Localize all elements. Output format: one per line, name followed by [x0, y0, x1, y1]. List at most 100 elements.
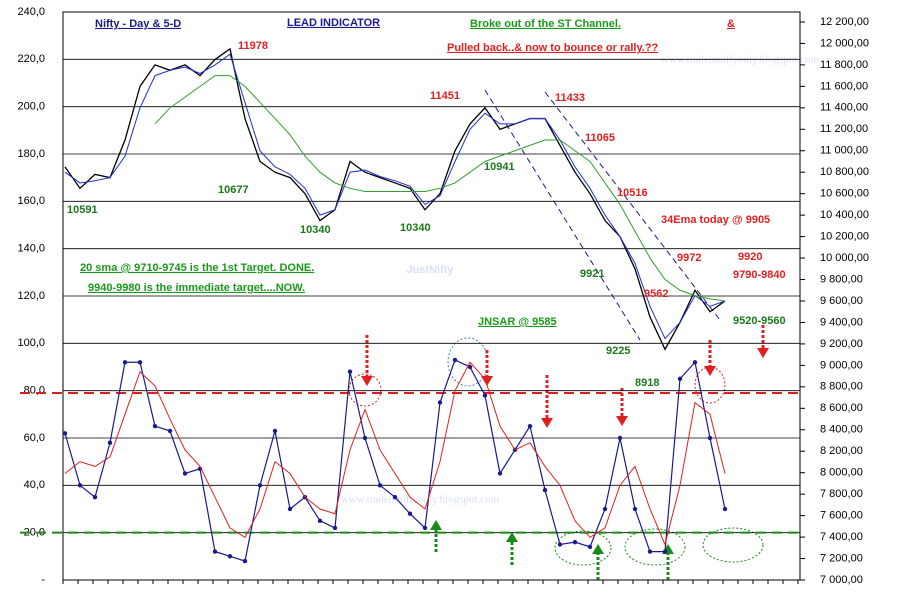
point	[527, 423, 533, 429]
arrows	[361, 325, 769, 428]
annotation: 11065	[585, 132, 615, 144]
annotation: 9940-9980 is the immediate target....NOW…	[88, 282, 305, 294]
annotation: Broke out of the ST Channel.	[470, 18, 621, 30]
y-tick-label: 40,0	[24, 479, 45, 491]
annotation: Pulled back..& now to bounce or rally.??	[447, 42, 659, 54]
y2-tick-label: 12 000,00	[820, 37, 869, 49]
series-line	[64, 53, 726, 340]
point	[107, 440, 113, 445]
point	[407, 511, 413, 516]
point	[602, 506, 608, 512]
annotation: 8918	[635, 377, 659, 389]
y2-tick-label: 7 000,00	[820, 574, 863, 586]
y2-tick-label: 11 000,00	[820, 145, 868, 157]
annotation: 11451	[430, 90, 460, 102]
y2-tick-label: 7 200,00	[820, 552, 863, 564]
y2-tick-label: 10 400,00	[820, 209, 869, 221]
y-tick-label: 240,0	[17, 6, 45, 18]
annotation: 10677	[218, 184, 249, 196]
point	[497, 471, 503, 476]
point	[287, 506, 293, 512]
y2-tick-label: 7 800,00	[820, 488, 863, 500]
y2-tick-label: 9 800,00	[820, 273, 863, 285]
annotation: 9225	[606, 345, 630, 357]
y-tick-label: 120,0	[17, 290, 45, 302]
point	[362, 435, 368, 441]
y2-tick-label: 11 200,00	[820, 123, 868, 135]
y2-tick-label: 10 200,00	[820, 231, 869, 243]
point	[242, 558, 248, 564]
point	[62, 431, 68, 436]
annotation: 10340	[400, 222, 431, 234]
y2-tick-label: 8 200,00	[820, 445, 863, 457]
annotation: 9790-9840	[733, 269, 786, 281]
point	[677, 376, 683, 382]
point	[122, 360, 128, 365]
y2-tick-label: 8 800,00	[820, 381, 863, 393]
y2-tick-label: 9 200,00	[820, 338, 863, 350]
annotation: 20 sma @ 9710-9745 is the 1st Target. DO…	[80, 262, 314, 274]
point	[77, 483, 83, 488]
y-tick-label: 100,0	[17, 337, 45, 349]
point	[557, 542, 563, 547]
point	[572, 539, 578, 545]
channel-line	[484, 89, 641, 341]
circle-mark	[348, 373, 382, 407]
annotation: 10591	[67, 204, 98, 216]
channel-line	[544, 91, 721, 321]
annotation: 9520-9560	[733, 315, 786, 327]
point	[332, 525, 338, 531]
point	[272, 428, 278, 434]
annotation: &	[727, 18, 735, 30]
point	[482, 393, 488, 398]
point	[722, 506, 728, 512]
y2-tick-label: 9 000,00	[820, 359, 863, 371]
annotation: 10340	[300, 224, 331, 236]
series-line	[64, 361, 726, 547]
y-tick-label: 160,0	[17, 195, 45, 207]
point	[182, 471, 188, 476]
y2-tick-label: 8 000,00	[820, 467, 863, 479]
point	[167, 428, 173, 434]
point	[392, 494, 398, 500]
y2-tick-label: 7 600,00	[820, 510, 863, 522]
point	[542, 487, 548, 493]
y2-tick-label: 8 600,00	[820, 402, 863, 414]
point	[452, 357, 458, 363]
point	[152, 423, 158, 429]
annotation: JNSAR @ 9585	[478, 316, 557, 328]
y2-tick-label: 10 600,00	[820, 188, 869, 200]
annotation: 10516	[617, 187, 648, 199]
y-tick-label: 140,0	[17, 243, 45, 255]
chart-title: Nifty - Day & 5-D	[95, 18, 181, 30]
annotation: 11433	[555, 92, 585, 104]
y-tick-label: 60,0	[24, 432, 45, 444]
y2-tick-label: 10 000,00	[820, 252, 869, 264]
y2-tick-label: 11 800,00	[820, 59, 868, 71]
circle-mark	[702, 527, 764, 563]
point	[347, 369, 353, 374]
y-tick-label: 80,0	[24, 385, 45, 397]
point	[467, 364, 473, 370]
annotation: 9921	[580, 268, 604, 280]
circle-mark	[624, 528, 686, 566]
y2-tick-label: 11 400,00	[820, 102, 868, 114]
point	[212, 549, 218, 554]
y2-tick-label: 11 600,00	[820, 80, 868, 92]
point	[422, 525, 428, 531]
y2-tick-label: 9 600,00	[820, 295, 863, 307]
arrows	[430, 520, 674, 580]
series-line	[154, 75, 726, 302]
chart-subtitle: LEAD INDICATOR	[287, 17, 380, 29]
point	[632, 506, 638, 512]
point	[587, 544, 593, 550]
point	[92, 494, 98, 500]
annotation: 9972	[677, 252, 701, 264]
point	[227, 554, 233, 559]
point	[377, 483, 383, 488]
decorations	[348, 89, 769, 580]
y2-tick-label: 7 400,00	[820, 531, 863, 543]
point	[617, 435, 623, 441]
y2-tick-label: 9 400,00	[820, 316, 863, 328]
